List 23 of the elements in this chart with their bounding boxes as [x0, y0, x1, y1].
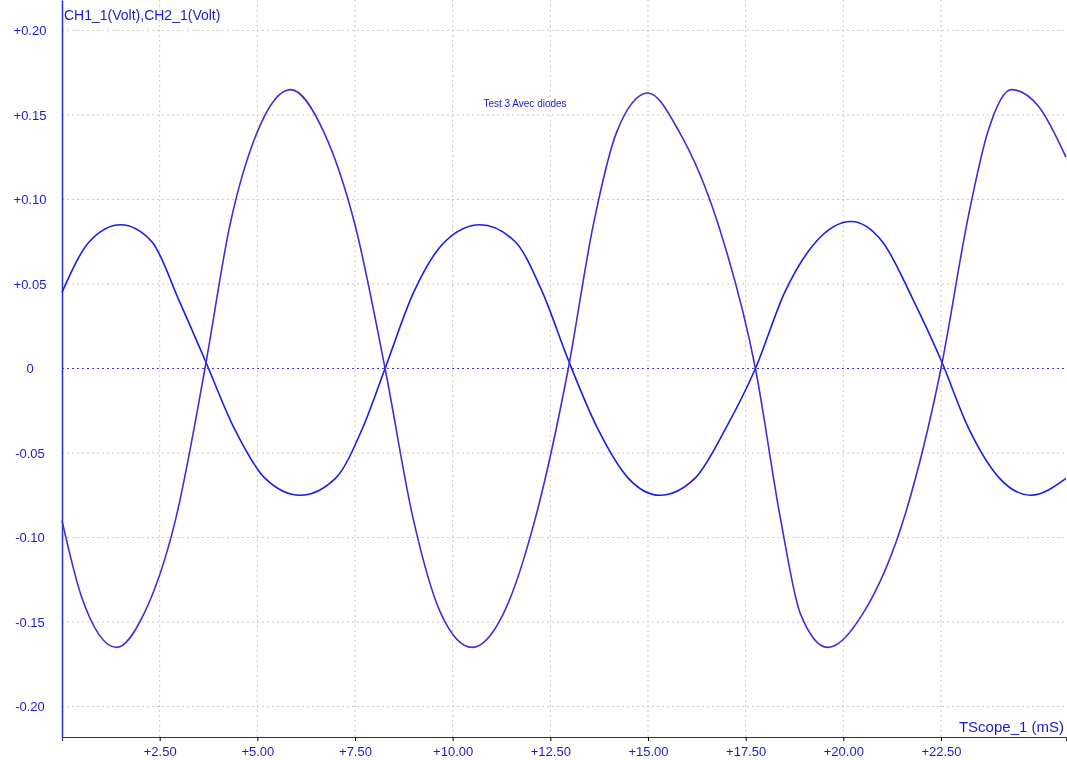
y-tick-label: +0.10 [13, 192, 47, 208]
x-tick-label: +5.00 [241, 743, 275, 759]
line-series [61, 88, 1067, 649]
x-tick-label: +22.50 [921, 743, 962, 759]
x-tick-label: +7.50 [339, 743, 372, 759]
y-tick-label: +0.20 [13, 23, 47, 39]
x-tick-label: +2.50 [143, 743, 177, 759]
y-tick-label: -0.05 [15, 445, 45, 461]
line-series [61, 220, 1067, 497]
x-tick-label: +12.50 [530, 743, 571, 759]
x-tick-label: +17.50 [726, 743, 767, 759]
y-tick-label: 0 [26, 361, 34, 377]
x-axis-title: TScope_1 (mS) [958, 718, 1064, 735]
y-tick-label: +0.05 [13, 276, 47, 292]
y-tick-label: +0.15 [13, 107, 47, 123]
annotation: Test 3 Avec diodes [483, 98, 567, 109]
y-tick-label: -0.10 [15, 530, 45, 546]
x-tick-label: +10.00 [433, 743, 474, 759]
x-tick-label: +15.00 [628, 743, 669, 759]
y-tick-label: -0.15 [15, 614, 45, 630]
y-axis-title: CH1_1(Volt),CH2_1(Volt) [64, 7, 221, 23]
x-tick-label: +20.00 [823, 743, 864, 759]
y-tick-label: -0.20 [15, 699, 45, 715]
